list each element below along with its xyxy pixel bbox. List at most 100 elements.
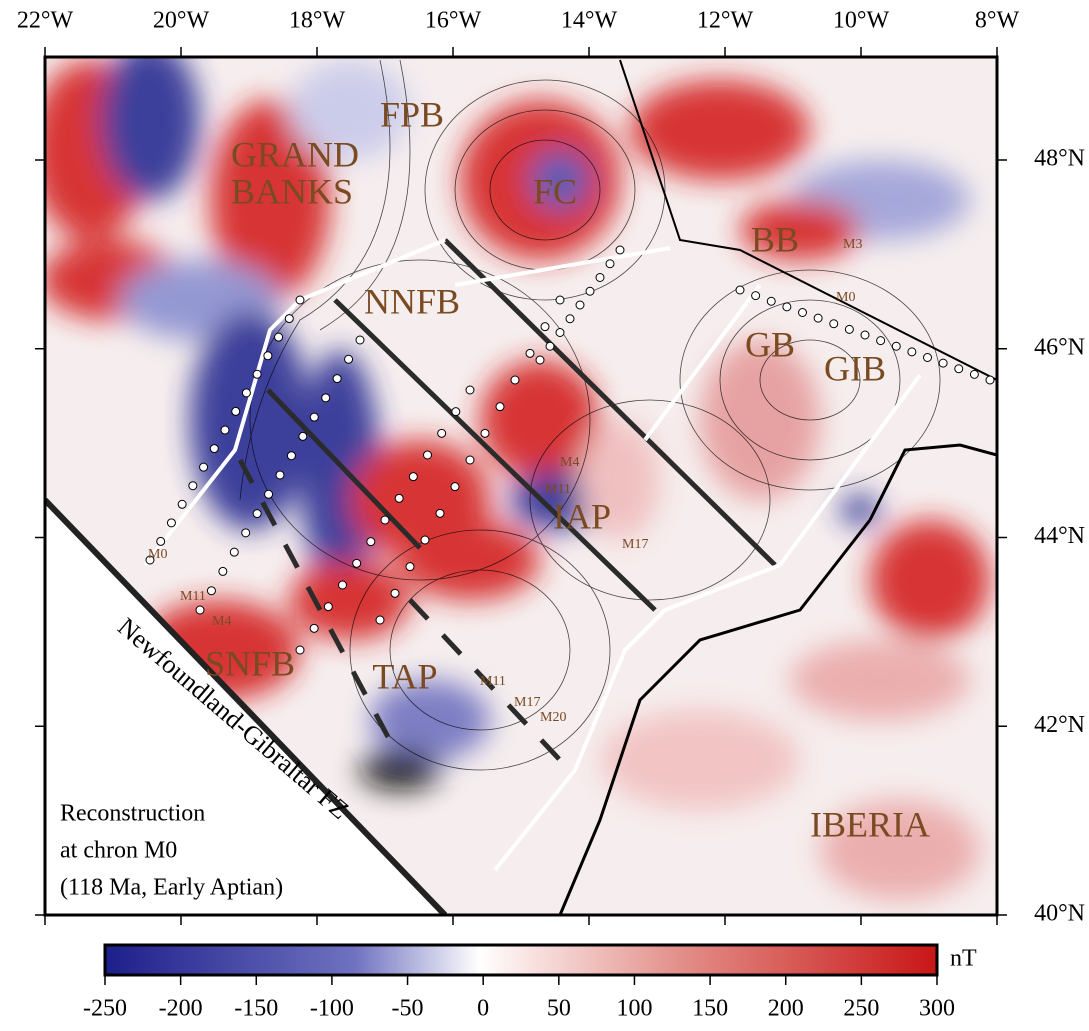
anomaly-map — [30, 40, 997, 915]
pick-marker — [232, 407, 240, 415]
lon-tick-label: 22°W — [17, 8, 74, 34]
pick-marker — [799, 309, 807, 317]
pick-marker — [616, 246, 624, 254]
place-label: GIB — [824, 348, 886, 388]
pick-marker — [783, 303, 791, 311]
caption-line: at chron M0 — [60, 838, 177, 864]
pick-marker — [200, 463, 208, 471]
place-label: IAP — [553, 496, 611, 536]
place-label: IBERIA — [810, 804, 930, 844]
pick-marker — [275, 333, 283, 341]
pick-marker — [409, 473, 417, 481]
pick-marker — [353, 559, 361, 567]
pick-marker — [596, 274, 604, 282]
colorbar-tick-label: 200 — [768, 996, 804, 1022]
chron-label: M11 — [545, 482, 571, 497]
pick-marker — [845, 325, 853, 333]
pick-marker — [264, 352, 272, 360]
place-label: FC — [533, 171, 577, 211]
pick-marker — [265, 490, 273, 498]
pick-marker — [178, 500, 186, 508]
chron-label: M0 — [148, 547, 167, 562]
pick-marker — [986, 376, 994, 384]
chron-label: M4 — [212, 614, 231, 629]
colorbar — [105, 945, 937, 975]
colorbar-tick-label: 300 — [919, 996, 955, 1022]
pick-marker — [287, 452, 295, 460]
place-label: SNFB — [205, 643, 295, 683]
chron-label: M20 — [540, 710, 566, 725]
pick-marker — [908, 348, 916, 356]
pick-marker — [438, 429, 446, 437]
pick-marker — [367, 538, 375, 546]
chron-label: M11 — [180, 589, 206, 604]
pick-marker — [324, 603, 332, 611]
colorbar-tick-label: 0 — [477, 996, 489, 1022]
lat-tick-label: 44°N — [1034, 523, 1085, 549]
pick-marker — [752, 292, 760, 300]
pick-marker — [296, 646, 304, 654]
figure: 22°W20°W18°W16°W14°W12°W10°W8°W48°N46°N4… — [0, 0, 1089, 1031]
pick-marker — [157, 537, 165, 545]
colorbar-tick-label: -200 — [159, 996, 203, 1022]
colorbar-tick-label: 150 — [692, 996, 728, 1022]
place-label: BANKS — [231, 171, 353, 211]
pick-marker — [481, 429, 489, 437]
lat-tick-label: 42°N — [1034, 712, 1085, 738]
pick-marker — [339, 581, 347, 589]
pick-marker — [939, 359, 947, 367]
colorbar-tick-label: -100 — [310, 996, 354, 1022]
pick-marker — [242, 529, 250, 537]
pick-marker — [814, 314, 822, 322]
pick-marker — [296, 296, 304, 304]
pick-marker — [253, 510, 261, 518]
pick-marker — [586, 287, 594, 295]
pick-marker — [391, 589, 399, 597]
pick-marker — [421, 536, 429, 544]
pick-marker — [767, 297, 775, 305]
pick-marker — [381, 516, 389, 524]
pick-marker — [466, 456, 474, 464]
pick-marker — [285, 315, 293, 323]
place-label: BB — [751, 219, 799, 259]
pick-marker — [576, 301, 584, 309]
pick-marker — [536, 356, 544, 364]
chron-label: M3 — [843, 237, 862, 252]
pick-marker — [299, 432, 307, 440]
pick-marker — [924, 354, 932, 362]
pick-marker — [310, 413, 318, 421]
chron-label: M17 — [622, 537, 648, 552]
pick-marker — [333, 375, 341, 383]
pick-marker — [189, 482, 197, 490]
pick-marker — [566, 315, 574, 323]
place-label: TAP — [372, 656, 437, 696]
pick-marker — [451, 483, 459, 491]
lon-tick-label: 12°W — [697, 8, 754, 34]
colorbar-tick-label: 50 — [547, 996, 571, 1022]
pick-marker — [526, 349, 534, 357]
pick-marker — [253, 370, 261, 378]
pick-marker — [556, 329, 564, 337]
pick-marker — [322, 394, 330, 402]
pick-marker — [606, 260, 614, 268]
chron-label: M0 — [836, 290, 855, 305]
pick-marker — [196, 606, 204, 614]
lat-tick-label: 46°N — [1034, 334, 1085, 360]
lon-tick-label: 18°W — [289, 8, 346, 34]
pick-marker — [424, 451, 432, 459]
pick-marker — [830, 320, 838, 328]
lon-tick-label: 16°W — [425, 8, 482, 34]
lon-tick-label: 14°W — [561, 8, 618, 34]
place-label: GRAND — [231, 134, 359, 174]
place-label: GB — [745, 324, 795, 364]
pick-marker — [310, 624, 318, 632]
caption-line: Reconstruction — [60, 801, 205, 827]
pick-marker — [892, 342, 900, 350]
lon-tick-label: 20°W — [153, 8, 210, 34]
pick-marker — [395, 494, 403, 502]
lat-tick-label: 48°N — [1034, 146, 1085, 172]
pick-marker — [356, 336, 364, 344]
caption-line: (118 Ma, Early Aptian) — [60, 875, 283, 901]
pick-marker — [452, 408, 460, 416]
colorbar-tick-label: -50 — [392, 996, 424, 1022]
